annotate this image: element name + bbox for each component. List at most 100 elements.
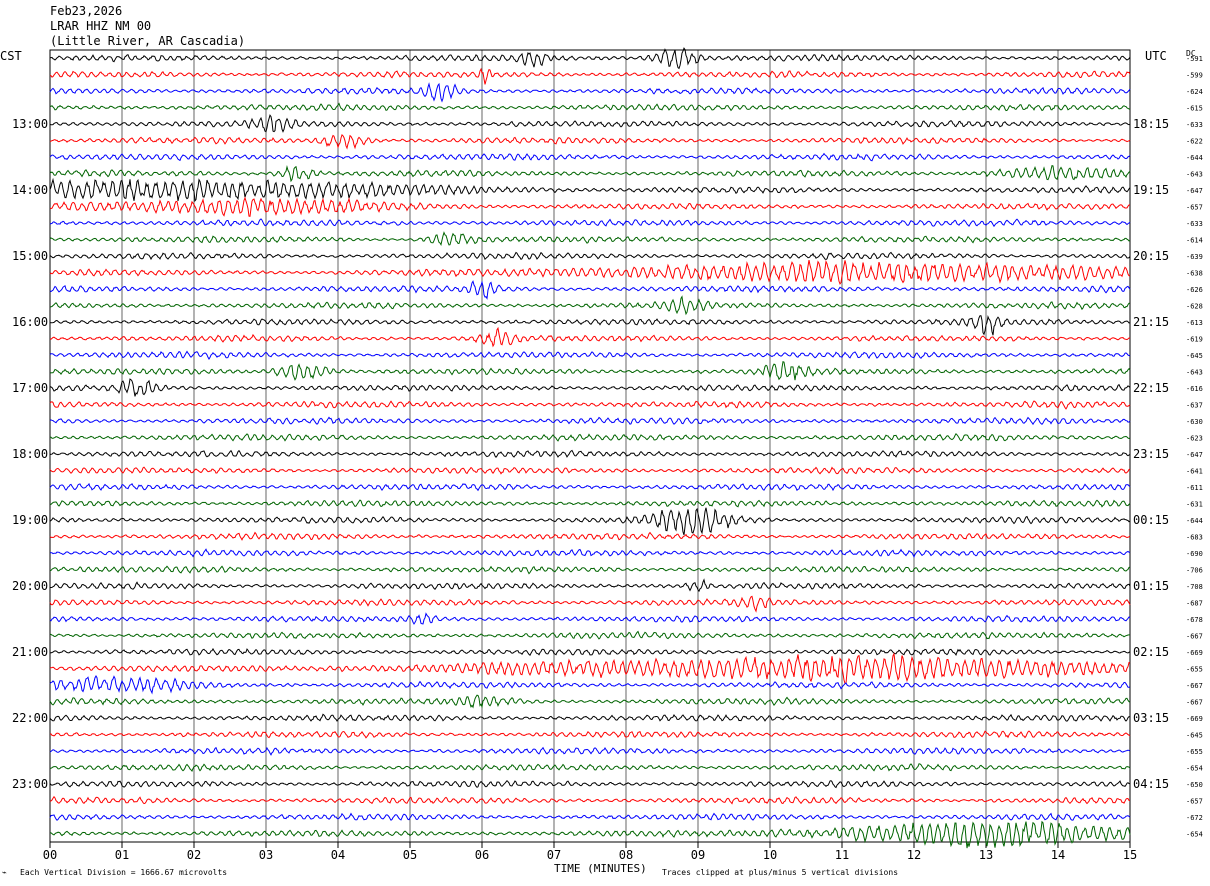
seismic-trace xyxy=(49,432,1131,442)
dc-offset-label: -614 xyxy=(1186,237,1203,245)
dc-offset-label: -624 xyxy=(1186,88,1203,96)
right-hour-label: 02:15 xyxy=(1133,645,1169,659)
dc-offset-label: -708 xyxy=(1186,583,1203,591)
right-hour-label: 03:15 xyxy=(1133,711,1169,725)
seismic-trace xyxy=(49,67,1131,85)
seismic-trace xyxy=(49,361,1131,381)
left-hour-label: 16:00 xyxy=(12,315,48,329)
seismic-trace xyxy=(49,326,1131,348)
left-timezone-label: CST xyxy=(0,49,22,63)
x-tick-label: 03 xyxy=(259,848,273,862)
dc-offset-label: -644 xyxy=(1186,517,1203,525)
right-hour-label: 20:15 xyxy=(1133,249,1169,263)
seismic-trace xyxy=(49,795,1131,805)
left-hour-label: 18:00 xyxy=(12,447,48,461)
seismic-trace xyxy=(49,746,1131,756)
dc-offset-label: -622 xyxy=(1186,138,1203,146)
seismic-trace xyxy=(49,164,1131,183)
seismic-trace xyxy=(49,315,1131,336)
left-hour-label: 17:00 xyxy=(12,381,48,395)
dc-offset-label: -616 xyxy=(1186,385,1203,393)
seismic-trace xyxy=(49,675,1131,695)
left-hour-label: 23:00 xyxy=(12,777,48,791)
seismic-trace xyxy=(49,114,1130,133)
x-tick-label: 15 xyxy=(1123,848,1137,862)
x-tick-label: 07 xyxy=(547,848,561,862)
seismic-trace xyxy=(49,466,1131,475)
footer-scale-note: Each Vertical Division = 1666.67 microvo… xyxy=(20,868,228,877)
dc-offset-label: -650 xyxy=(1186,781,1203,789)
dc-offset-label: -654 xyxy=(1186,831,1203,839)
right-hour-label: 00:15 xyxy=(1133,513,1169,527)
dc-offset-label: -667 xyxy=(1186,699,1203,707)
dc-offset-label: -633 xyxy=(1186,121,1203,129)
seismic-trace xyxy=(49,652,1131,684)
seismic-trace xyxy=(49,482,1131,492)
seismic-trace xyxy=(49,378,1131,397)
right-timezone-label: UTC xyxy=(1145,49,1167,63)
dc-offset-label: -667 xyxy=(1186,633,1203,641)
dc-offset-label: -706 xyxy=(1186,567,1203,575)
seismic-trace xyxy=(50,578,1131,593)
dc-offset-label: -599 xyxy=(1186,72,1203,80)
footer-scale-icon: ⌁ xyxy=(2,868,7,877)
x-tick-label: 05 xyxy=(403,848,417,862)
dc-offset-label: -644 xyxy=(1186,154,1203,162)
seismic-trace xyxy=(49,694,1131,709)
dc-offset-label: -657 xyxy=(1186,204,1203,212)
seismic-trace xyxy=(49,595,1131,613)
seismic-trace xyxy=(49,820,1131,849)
dc-offset-label: -591 xyxy=(1186,55,1203,63)
right-hour-label: 23:15 xyxy=(1133,447,1169,461)
dc-offset-label: -613 xyxy=(1186,319,1203,327)
dc-offset-label: -633 xyxy=(1186,220,1203,228)
left-hour-label: 15:00 xyxy=(12,249,48,263)
seismic-trace xyxy=(49,218,1131,228)
dc-offset-label: -647 xyxy=(1186,187,1203,195)
dc-offset-label: -683 xyxy=(1186,534,1203,542)
x-tick-label: 02 xyxy=(187,848,201,862)
x-tick-label: 10 xyxy=(763,848,777,862)
seismic-trace xyxy=(49,531,1131,541)
seismic-trace xyxy=(49,134,1131,150)
x-tick-label: 06 xyxy=(475,848,489,862)
station-location: (Little River, AR Cascadia) xyxy=(50,34,246,48)
dc-offset-label: -672 xyxy=(1186,814,1203,822)
seismic-trace xyxy=(49,713,1131,722)
left-hour-label: 19:00 xyxy=(12,513,48,527)
left-hour-label: 14:00 xyxy=(12,183,48,197)
dc-offset-label: -643 xyxy=(1186,369,1203,377)
dc-offset-label: -619 xyxy=(1186,336,1203,344)
dc-offset-label: -643 xyxy=(1186,171,1203,179)
dc-offset-label: -626 xyxy=(1186,286,1203,294)
seismic-trace xyxy=(49,47,1131,70)
x-tick-label: 01 xyxy=(115,848,129,862)
seismic-trace xyxy=(49,400,1131,410)
seismic-trace xyxy=(49,350,1131,360)
left-hour-label: 13:00 xyxy=(12,117,48,131)
station-code: LRAR HHZ NM 00 xyxy=(50,19,152,33)
seismic-trace xyxy=(49,612,1131,625)
x-tick-label: 11 xyxy=(835,848,849,862)
left-hour-label: 22:00 xyxy=(12,711,48,725)
x-tick-label: 13 xyxy=(979,848,993,862)
plot-frame xyxy=(49,49,1131,843)
seismic-trace xyxy=(49,647,1131,656)
seismic-trace xyxy=(49,280,1131,300)
dc-offset-label: -641 xyxy=(1186,468,1203,476)
dc-offset-label: -638 xyxy=(1186,270,1203,278)
dc-offset-label: -630 xyxy=(1186,418,1203,426)
seismic-trace xyxy=(49,416,1131,426)
seismic-trace xyxy=(49,449,1131,458)
x-tick-label: 08 xyxy=(619,848,633,862)
seismic-trace xyxy=(49,507,1131,536)
right-hour-label: 21:15 xyxy=(1133,315,1169,329)
dc-offset-label: -628 xyxy=(1186,303,1203,311)
x-axis-title: TIME (MINUTES) xyxy=(554,862,647,875)
dc-offset-label: -645 xyxy=(1186,352,1203,360)
seismic-trace xyxy=(49,763,1131,772)
seismic-trace xyxy=(49,565,1131,575)
dc-offset-label: -611 xyxy=(1186,484,1203,492)
dc-column-label: DC xyxy=(1186,49,1196,58)
